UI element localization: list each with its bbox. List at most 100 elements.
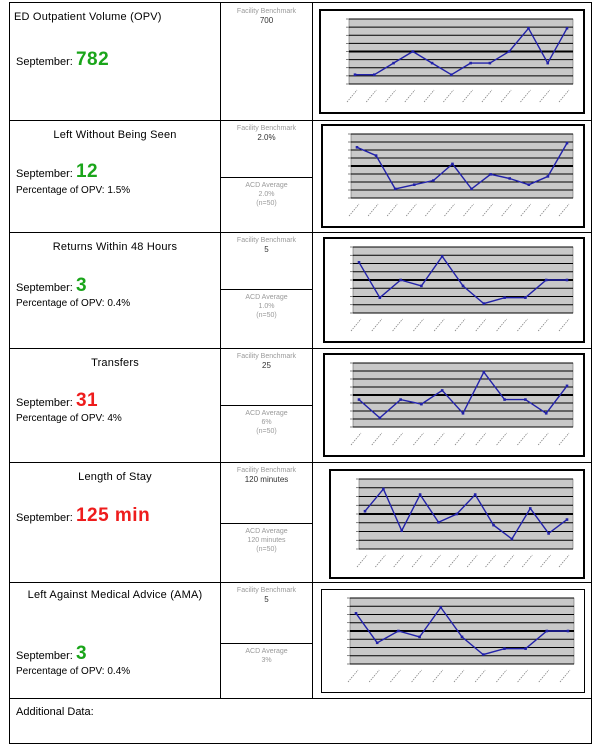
x-tick-label <box>540 90 550 102</box>
benchmark-divider <box>221 289 312 290</box>
x-tick-label <box>413 319 423 331</box>
data-point <box>528 183 531 186</box>
trend-chart-svg <box>321 11 583 112</box>
metric-value: 3 <box>76 643 87 664</box>
x-tick-label <box>559 555 569 567</box>
data-point <box>451 163 454 166</box>
metric-summary-cell: Left Against Medical Advice (AMA) Septem… <box>10 583 221 698</box>
metric-summary-cell: Left Without Being Seen September: 12 Pe… <box>10 121 221 232</box>
metric-value: 125 min <box>76 505 150 526</box>
data-point <box>482 653 485 656</box>
x-tick-label <box>387 204 397 216</box>
x-tick-label <box>486 555 496 567</box>
data-point <box>376 641 379 644</box>
data-point <box>399 398 402 401</box>
data-point <box>492 524 495 527</box>
data-point <box>489 62 492 65</box>
facility-benchmark: Facility Benchmark 5 <box>221 236 312 254</box>
data-point <box>379 417 382 420</box>
trend-chart-svg <box>325 239 583 341</box>
facility-benchmark-value: 25 <box>221 361 312 370</box>
data-point <box>489 173 492 176</box>
data-point <box>566 27 569 30</box>
facility-benchmark-value: 5 <box>221 595 312 604</box>
x-tick-label <box>496 670 506 682</box>
data-point <box>355 612 358 615</box>
metric-summary-cell: Returns Within 48 Hours September: 3 Per… <box>10 233 221 348</box>
metric-month-line: September: 12 <box>16 161 98 183</box>
facility-benchmark-label: Facility Benchmark <box>221 236 312 245</box>
data-point <box>419 493 422 496</box>
chart-cell <box>313 121 591 232</box>
metric-value: 3 <box>76 275 87 296</box>
x-tick-label <box>405 90 415 102</box>
x-tick-label <box>538 319 548 331</box>
x-tick-label <box>413 433 423 445</box>
data-point <box>545 279 548 282</box>
percentage-of-opv: Percentage of OPV: 0.4% <box>16 666 130 677</box>
data-point <box>375 154 378 157</box>
facility-benchmark-value: 120 minutes <box>221 475 312 484</box>
x-tick-label <box>449 555 459 567</box>
data-point <box>508 50 511 53</box>
x-tick-label <box>517 433 527 445</box>
data-point <box>450 73 453 76</box>
data-point <box>470 188 473 191</box>
facility-benchmark-label: Facility Benchmark <box>221 352 312 361</box>
metric-summary-cell: Transfers September: 31 Percentage of OP… <box>10 349 221 462</box>
x-tick-label <box>430 555 440 567</box>
trend-chart <box>323 237 585 343</box>
data-point <box>567 630 570 633</box>
metric-summary-cell: ED Outpatient Volume (OPV) September: 78… <box>10 3 221 120</box>
chart-cell <box>313 583 591 698</box>
x-tick-label <box>348 670 358 682</box>
additional-data-row: Additional Data: <box>10 699 591 743</box>
metric-month-line: September: 3 <box>16 643 87 665</box>
facility-benchmark-value: 2.0% <box>221 133 312 142</box>
acd-average-value: 2.0% <box>221 190 312 199</box>
benchmark-divider <box>221 523 312 524</box>
percentage-of-opv: Percentage of OPV: 1.5% <box>16 185 130 196</box>
data-point <box>364 510 367 513</box>
month-label: September: <box>16 56 73 68</box>
data-point <box>461 636 464 639</box>
x-tick-label <box>434 433 444 445</box>
x-tick-label <box>454 670 464 682</box>
x-tick-label <box>394 555 404 567</box>
metric-title: Length of Stay <box>14 471 216 483</box>
data-point <box>394 188 397 191</box>
trend-chart <box>321 124 585 228</box>
x-tick-label <box>559 204 569 216</box>
facility-benchmark: Facility Benchmark 5 <box>221 586 312 604</box>
data-point <box>399 279 402 282</box>
data-point <box>524 647 527 650</box>
x-tick-label <box>351 433 361 445</box>
data-point <box>358 261 361 264</box>
data-point <box>431 62 434 65</box>
data-point <box>418 636 421 639</box>
data-point <box>382 488 385 491</box>
x-tick-label <box>390 670 400 682</box>
chart-cell <box>313 3 591 120</box>
data-point <box>412 50 415 53</box>
data-point <box>400 529 403 532</box>
x-tick-label <box>497 319 507 331</box>
acd-average-n: (n=50) <box>221 311 312 320</box>
x-tick-label <box>455 319 465 331</box>
data-point <box>373 73 376 76</box>
metric-summary-cell: Length of Stay September: 125 min <box>10 463 221 582</box>
benchmark-cell: Facility Benchmark 5 ACD Average 1.0% (n… <box>221 233 313 348</box>
acd-average: ACD Average 1.0% (n=50) <box>221 293 312 320</box>
x-tick-label <box>425 204 435 216</box>
month-label: September: <box>16 650 73 662</box>
data-point <box>529 507 532 510</box>
data-point <box>511 538 514 541</box>
acd-average-label: ACD Average <box>221 181 312 190</box>
metric-row-lwbs: Left Without Being Seen September: 12 Pe… <box>10 121 591 233</box>
x-tick-label <box>349 204 359 216</box>
benchmark-cell: Facility Benchmark 700 <box>221 3 313 120</box>
metric-value: 12 <box>76 161 98 182</box>
benchmark-divider <box>221 177 312 178</box>
data-point <box>397 630 400 633</box>
x-tick-label <box>482 90 492 102</box>
